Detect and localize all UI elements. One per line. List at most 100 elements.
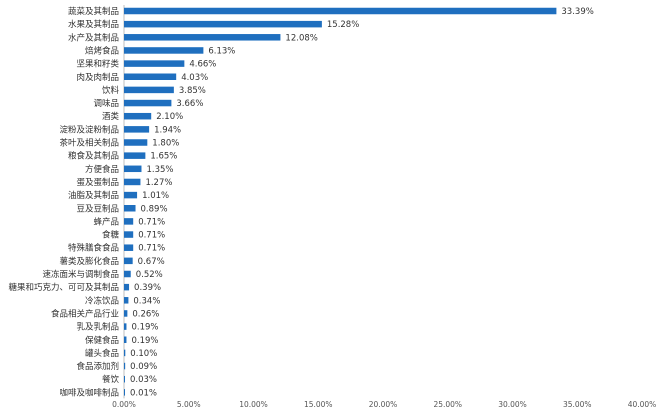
- category-label: 茶叶及相关制品: [59, 138, 119, 149]
- value-label: 0.71%: [138, 244, 165, 254]
- bar: [124, 73, 177, 80]
- category-label: 淀粉及淀粉制品: [59, 124, 119, 135]
- value-label: 0.34%: [133, 296, 160, 306]
- category-label: 饮料: [102, 85, 120, 96]
- category-label: 食品相关产品行业: [51, 308, 119, 319]
- category-label: 食糖: [102, 230, 120, 241]
- bar: [124, 244, 134, 251]
- value-label: 0.71%: [138, 231, 165, 241]
- value-label: 0.19%: [131, 336, 158, 346]
- category-label: 调味品: [93, 98, 119, 109]
- value-label: 1.94%: [154, 125, 181, 135]
- bar: [124, 283, 130, 291]
- value-label: 2.10%: [156, 112, 183, 122]
- bar: [124, 231, 134, 238]
- category-label: 蛋及蛋制品: [76, 177, 119, 188]
- category-label: 糖果和巧克力、可可及其制品: [8, 282, 119, 293]
- value-label: 6.13%: [208, 46, 235, 56]
- bar: [124, 218, 134, 225]
- bar: [124, 323, 127, 330]
- value-label: 15.28%: [327, 20, 359, 30]
- x-tick-label: 20.00%: [369, 400, 398, 409]
- value-label: 3.66%: [176, 99, 203, 109]
- category-label: 蜂产品: [93, 216, 119, 227]
- category-label: 乳及乳制品: [76, 322, 119, 333]
- bar: [124, 349, 126, 357]
- category-label: 焙烤食品: [85, 45, 119, 56]
- x-tick-label: 30.00%: [498, 400, 527, 409]
- category-label: 餐饮: [102, 374, 120, 385]
- category-label: 坚果和籽类: [76, 59, 119, 70]
- value-label: 12.08%: [285, 33, 317, 43]
- category-label: 速冻面米与调制食品: [42, 269, 119, 280]
- value-label: 0.71%: [138, 217, 165, 227]
- bar: [124, 270, 131, 278]
- category-label: 薯类及膨化食品: [59, 256, 119, 267]
- category-label: 水果及其制品: [68, 19, 119, 30]
- category-label: 蔬菜及其制品: [68, 6, 119, 17]
- category-label: 方便食品: [85, 164, 119, 175]
- category-label: 食品添加剂: [76, 361, 119, 372]
- value-label: 0.67%: [138, 257, 165, 267]
- bar: [124, 191, 138, 199]
- value-label: 1.01%: [142, 191, 169, 201]
- value-label: 4.66%: [189, 60, 216, 70]
- category-label: 肉及肉制品: [76, 72, 119, 83]
- category-label: 酒类: [102, 111, 120, 122]
- value-label: 0.01%: [130, 388, 157, 398]
- value-label: 4.03%: [181, 73, 208, 83]
- bar: [124, 47, 204, 54]
- category-label: 特殊膳食食品: [68, 243, 119, 254]
- value-label: 3.85%: [179, 86, 206, 96]
- value-label: 33.39%: [561, 7, 593, 17]
- category-label: 豆及豆制品: [76, 203, 119, 214]
- bar: [124, 7, 557, 15]
- bar: [124, 34, 281, 41]
- category-label: 保健食品: [85, 335, 119, 346]
- bar: [124, 86, 174, 94]
- bar: [124, 139, 148, 146]
- value-label: 1.65%: [150, 152, 177, 162]
- category-label: 冷冻饮品: [85, 295, 119, 306]
- value-label: 1.27%: [145, 178, 172, 188]
- bar: [124, 205, 136, 212]
- x-tick-label: 25.00%: [433, 400, 462, 409]
- value-label: 1.80%: [152, 139, 179, 149]
- bar: [124, 20, 322, 28]
- category-label: 咖啡及咖啡制品: [59, 387, 119, 398]
- value-label: 0.09%: [130, 362, 157, 372]
- bar: [124, 336, 127, 343]
- x-tick-label: 0.00%: [112, 400, 136, 409]
- category-label: 水产及其制品: [68, 32, 119, 43]
- value-label: 0.26%: [132, 309, 159, 319]
- value-label: 0.03%: [130, 375, 157, 385]
- category-label: 油脂及其制品: [68, 190, 119, 201]
- bar: [124, 126, 150, 133]
- bar: [124, 152, 146, 159]
- category-label: 罐头食品: [85, 348, 119, 359]
- category-label: 粮食及其制品: [68, 151, 119, 162]
- x-tick-label: 15.00%: [304, 400, 333, 409]
- bar: [124, 99, 172, 107]
- bar: [124, 375, 125, 383]
- bar: [124, 60, 185, 67]
- bar: [124, 362, 126, 370]
- x-tick-label: 5.00%: [177, 400, 201, 409]
- bar: [124, 389, 125, 396]
- value-label: 0.39%: [134, 283, 161, 293]
- bar: [124, 310, 128, 317]
- x-tick-label: 10.00%: [239, 400, 268, 409]
- value-label: 0.19%: [131, 323, 158, 333]
- value-label: 0.10%: [130, 349, 157, 359]
- bar: [124, 112, 152, 120]
- bar: [124, 257, 133, 265]
- bar: [124, 297, 129, 304]
- value-label: 0.52%: [136, 270, 163, 280]
- value-label: 1.35%: [146, 165, 173, 175]
- value-label: 0.89%: [141, 204, 168, 214]
- x-tick-label: 35.00%: [563, 400, 592, 409]
- bar: [124, 165, 142, 173]
- bar: [124, 178, 141, 186]
- x-tick-label: 40.00%: [628, 400, 657, 409]
